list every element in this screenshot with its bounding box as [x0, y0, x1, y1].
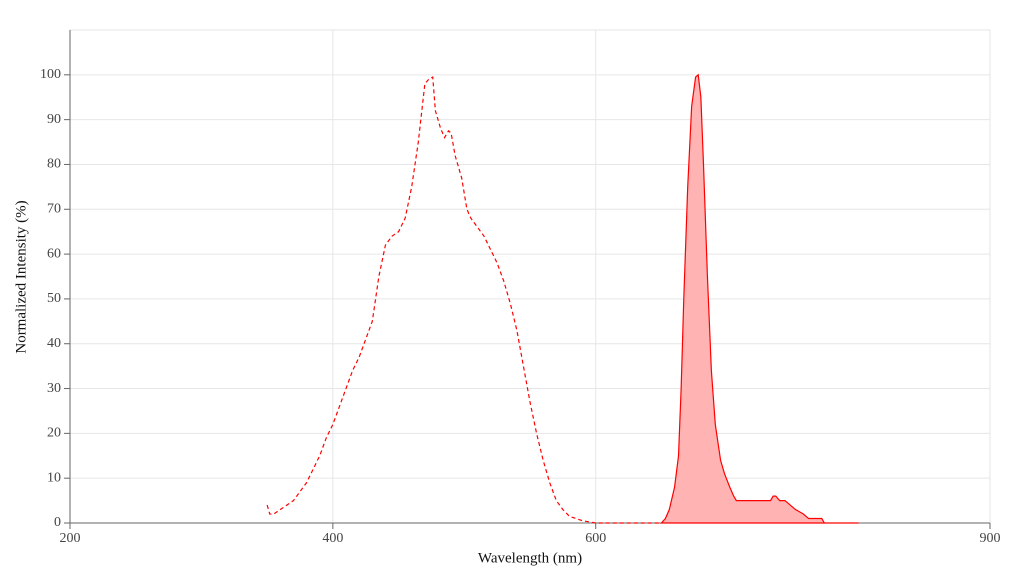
- line: [266, 76, 662, 524]
- x-tick-label: 200: [60, 531, 81, 546]
- x-tick-label: 600: [585, 531, 606, 546]
- x-tick-label: 400: [322, 531, 343, 546]
- y-tick-label: 90: [47, 112, 61, 127]
- y-tick-label: 40: [47, 336, 61, 351]
- y-tick-label: 50: [47, 291, 61, 306]
- y-tick-label: 60: [47, 246, 61, 261]
- plot-frame: [69, 29, 991, 524]
- x-axis-title: Wavelength (nm): [478, 550, 582, 566]
- x-tick-label: 900: [980, 531, 1001, 546]
- y-tick-label: 0: [54, 515, 61, 530]
- y-tick-label: 100: [40, 67, 61, 82]
- y-tick-label: 30: [47, 381, 61, 396]
- y-tick-label: 10: [47, 470, 61, 485]
- y-tick-label: 20: [47, 426, 61, 441]
- y-tick-label: 80: [47, 157, 61, 172]
- y-axis-title: Normalized Intensity (%): [13, 200, 29, 353]
- area: [660, 73, 859, 524]
- y-tick-label: 70: [47, 201, 61, 216]
